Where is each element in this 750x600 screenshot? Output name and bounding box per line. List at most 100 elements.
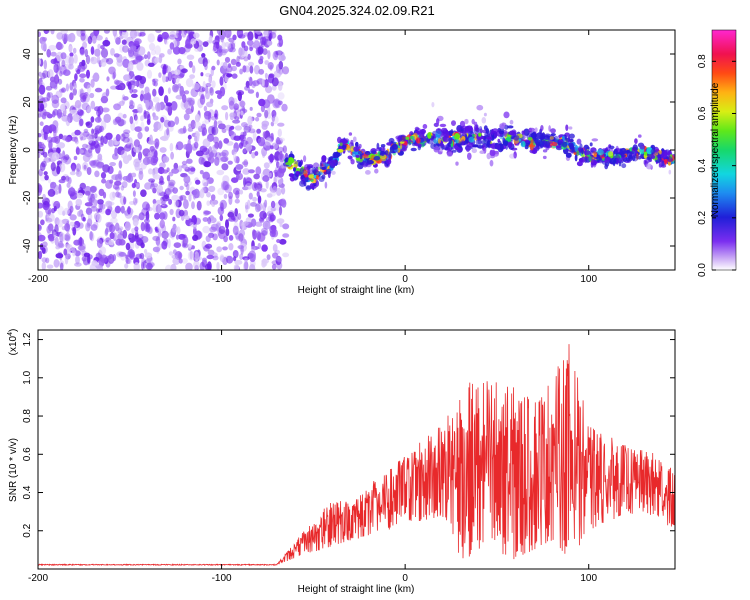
ridge-blob: [464, 118, 469, 125]
noise-blob: [169, 208, 174, 216]
noise-blob: [201, 53, 206, 58]
ridge-blob: [399, 143, 403, 150]
noise-blob: [140, 162, 147, 170]
noise-blob: [121, 39, 127, 45]
noise-blob: [164, 264, 173, 270]
noise-blob: [266, 254, 271, 260]
noise-blob: [66, 220, 70, 229]
noise-blob: [54, 236, 59, 246]
ridge-blob: [591, 138, 599, 142]
noise-blob: [109, 232, 115, 240]
noise-blob: [282, 223, 290, 230]
noise-blob: [140, 121, 145, 132]
noise-blob: [38, 113, 42, 118]
noise-blob: [276, 239, 281, 243]
noise-blob: [113, 103, 122, 111]
spectrogram-y-tick-label: -20: [22, 190, 33, 205]
noise-blob: [230, 58, 237, 66]
noise-blob: [247, 213, 254, 218]
noise-blob: [165, 102, 172, 107]
noise-blob: [153, 150, 158, 159]
noise-blob: [249, 106, 253, 111]
noise-blob: [82, 131, 90, 138]
ridge-blob: [518, 138, 522, 142]
noise-blob: [127, 81, 132, 90]
noise-blob: [56, 165, 61, 175]
noise-blob: [135, 198, 139, 204]
noise-blob: [105, 132, 113, 140]
noise-blob: [122, 96, 129, 101]
noise-blob: [243, 45, 249, 52]
ridge-blob: [568, 142, 574, 148]
noise-blob: [264, 72, 268, 80]
noise-blob: [134, 126, 143, 132]
ridge-blob: [667, 156, 673, 163]
noise-blob: [40, 219, 45, 226]
noise-blob: [42, 70, 49, 79]
noise-blob: [65, 83, 69, 92]
noise-blob: [243, 125, 252, 133]
noise-blob: [205, 82, 212, 88]
snr-x-tick-label: 100: [580, 573, 597, 584]
noise-blob: [222, 246, 228, 251]
ridge-blob: [565, 124, 569, 131]
noise-blob: [147, 33, 155, 43]
noise-blob: [184, 236, 189, 245]
noise-blob: [193, 217, 201, 225]
ridge-blob: [288, 173, 294, 178]
noise-blob: [241, 221, 245, 231]
noise-blob: [207, 77, 212, 83]
spectrogram-y-ticks: -40 -20 0 20 40: [22, 48, 675, 253]
ridge-blob: [381, 158, 387, 162]
noise-blob: [131, 228, 136, 234]
ridge-blob: [341, 145, 347, 149]
noise-blob: [170, 263, 177, 270]
noise-blob: [176, 30, 181, 38]
noise-blob: [255, 30, 262, 35]
svg-text:(x104): (x104): [7, 329, 19, 356]
ridge-blob: [349, 156, 353, 161]
noise-blob: [239, 100, 246, 108]
noise-blob: [132, 218, 139, 227]
noise-blob: [177, 83, 182, 88]
noise-blob: [90, 116, 95, 123]
noise-blob: [265, 85, 273, 94]
noise-blob: [77, 104, 81, 112]
noise-blob: [179, 185, 184, 191]
noise-blob: [108, 66, 116, 75]
noise-blob: [60, 103, 66, 112]
ridge-blob: [630, 150, 635, 155]
noise-blob: [277, 128, 282, 137]
noise-blob: [75, 198, 83, 207]
noise-blob: [84, 150, 93, 158]
ridge-blob: [365, 170, 371, 175]
ridge-blob: [646, 163, 652, 170]
spectrogram-x-tick-label: -200: [28, 274, 48, 285]
noise-blob: [134, 75, 143, 81]
noise-blob: [237, 245, 245, 250]
noise-blob: [84, 202, 93, 207]
noise-blob: [256, 202, 263, 212]
ridge-blob: [615, 157, 622, 163]
noise-blob: [103, 113, 111, 123]
noise-blob: [261, 120, 270, 127]
ridge-blob: [420, 128, 426, 135]
noise-blob: [127, 206, 131, 215]
ridge-blob: [303, 155, 307, 163]
noise-blob: [207, 216, 212, 225]
noise-blob: [38, 210, 44, 218]
noise-blob: [165, 187, 173, 195]
noise-blob: [48, 124, 57, 132]
noise-blob: [129, 99, 134, 106]
noise-blob: [51, 99, 60, 109]
noise-blob: [137, 107, 143, 114]
noise-blob: [90, 56, 95, 62]
noise-blob: [202, 138, 211, 148]
noise-blob: [56, 61, 61, 71]
noise-blob: [140, 242, 145, 249]
noise-blob: [107, 139, 115, 147]
ridge-blob: [371, 150, 377, 155]
noise-blob: [54, 66, 62, 72]
ridge-blob: [491, 128, 494, 136]
